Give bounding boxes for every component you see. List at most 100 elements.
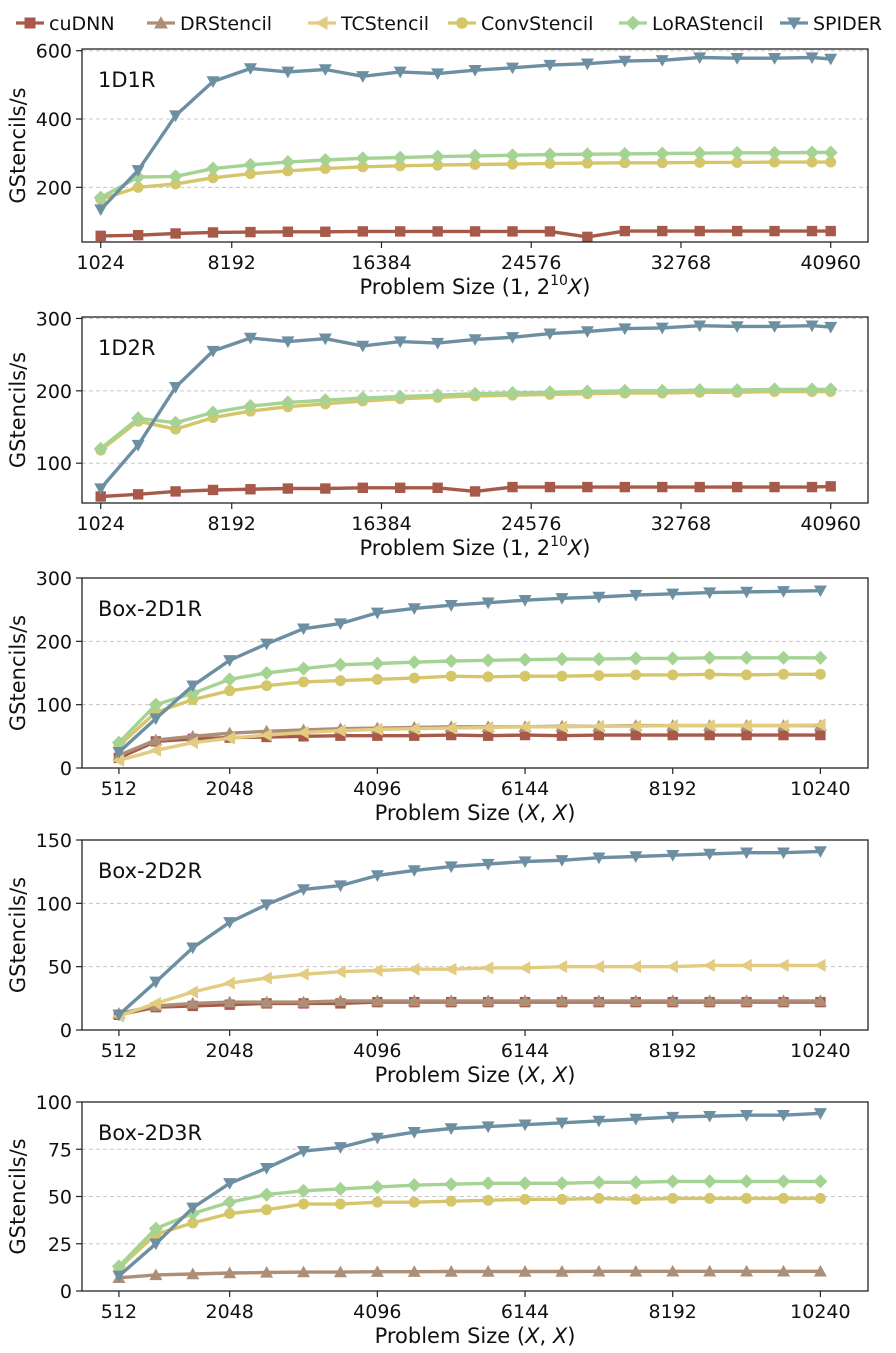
data-point [149,1268,163,1281]
data-point [206,76,220,88]
data-point [468,334,482,346]
data-point [730,145,745,160]
x-tick-label: 8192 [208,252,256,274]
data-point [186,680,200,693]
x-tick-label: 1024 [77,252,125,274]
data-point [655,322,669,335]
x-tick-label: 2048 [206,1040,254,1062]
data-point [703,587,717,600]
data-point [333,880,347,893]
legend: cuDNN DRStencil TCStencil ConvStencil LoRASt… [16,13,882,35]
data-point [739,650,754,665]
data-point [131,411,146,426]
data-point [776,586,790,598]
x-tick-label: 6144 [501,778,549,800]
x-tick-label: 4096 [353,1040,401,1062]
plot-frame [81,839,869,1031]
data-point [657,481,668,493]
data-point [543,59,557,72]
legend-item-spider: SPIDER [780,13,882,35]
data-point [356,71,370,83]
data-point [768,53,782,65]
data-point [740,958,752,972]
data-point [297,1265,311,1278]
data-point [519,1193,531,1205]
x-tick-label: 16384 [351,252,411,274]
data-point [813,958,826,972]
data-point [296,1183,311,1198]
data-point [618,55,632,68]
legend-marker-drstencil [154,16,168,29]
data-point [544,157,556,169]
data-point [630,1193,642,1205]
data-point [468,386,483,401]
data-point [481,597,495,610]
data-point [769,225,780,237]
data-point [445,1195,457,1207]
data-point [655,146,670,161]
series-line-cudnn [118,1000,821,1017]
data-point [444,1265,458,1277]
data-point [806,225,818,237]
data-point [282,226,294,237]
legend-marker-lorastencil [625,15,641,31]
data-point [778,729,789,741]
data-point [280,395,295,410]
data-point [702,650,717,665]
data-point [207,172,219,184]
data-point [703,1264,717,1277]
data-point [630,669,642,681]
data-point [592,719,605,733]
data-point [444,1123,458,1135]
data-point [281,336,295,349]
legend-label-cudnn: cuDNN [49,13,115,35]
data-point [481,1121,495,1134]
data-point [704,729,715,741]
chart-panel-box-2d2r: 0 50 100 150 512 2048 4096 6144 8192 10240 Box-2D2… [6,830,869,1087]
data-point [519,729,531,741]
y-tick-label: 300 [36,568,72,590]
x-tick-label: 8192 [649,778,697,800]
data-point [813,650,828,665]
data-point [655,55,669,67]
x-tick-label: 2048 [206,1301,254,1323]
x-tick-label: 10240 [790,1040,850,1062]
data-point [259,665,274,681]
data-point [170,178,182,190]
data-point [94,483,108,496]
data-point [692,383,707,398]
data-point [592,1264,606,1277]
data-point [149,733,163,746]
data-point [665,1174,680,1189]
x-tick-label: 8192 [649,1040,697,1062]
data-point [666,1264,680,1277]
data-point [186,1267,200,1280]
y-axis-label: GStencils/s [6,615,30,731]
data-point [592,994,606,1007]
data-point [823,145,838,160]
data-point [357,226,368,237]
x-tick-label: 16384 [351,513,411,535]
data-point [243,157,258,172]
data-point [805,52,819,65]
data-point [370,963,383,977]
data-point [148,697,163,712]
data-point [334,1198,346,1210]
legend-label-convstencil: ConvStencil [481,13,593,35]
data-point [149,1238,163,1251]
data-point [767,145,782,160]
data-point [169,110,183,123]
data-point [260,1265,274,1278]
legend-item-tcstencil: TCStencil [308,13,429,35]
data-point [518,720,531,734]
x-tick-label: 6144 [501,1301,549,1323]
y-tick-label: 0 [60,1020,72,1042]
data-point [206,161,221,176]
data-point [395,226,406,237]
data-point [813,1108,827,1120]
data-point [370,656,385,671]
data-point [519,670,531,682]
data-point [223,917,237,929]
data-point [186,736,198,750]
